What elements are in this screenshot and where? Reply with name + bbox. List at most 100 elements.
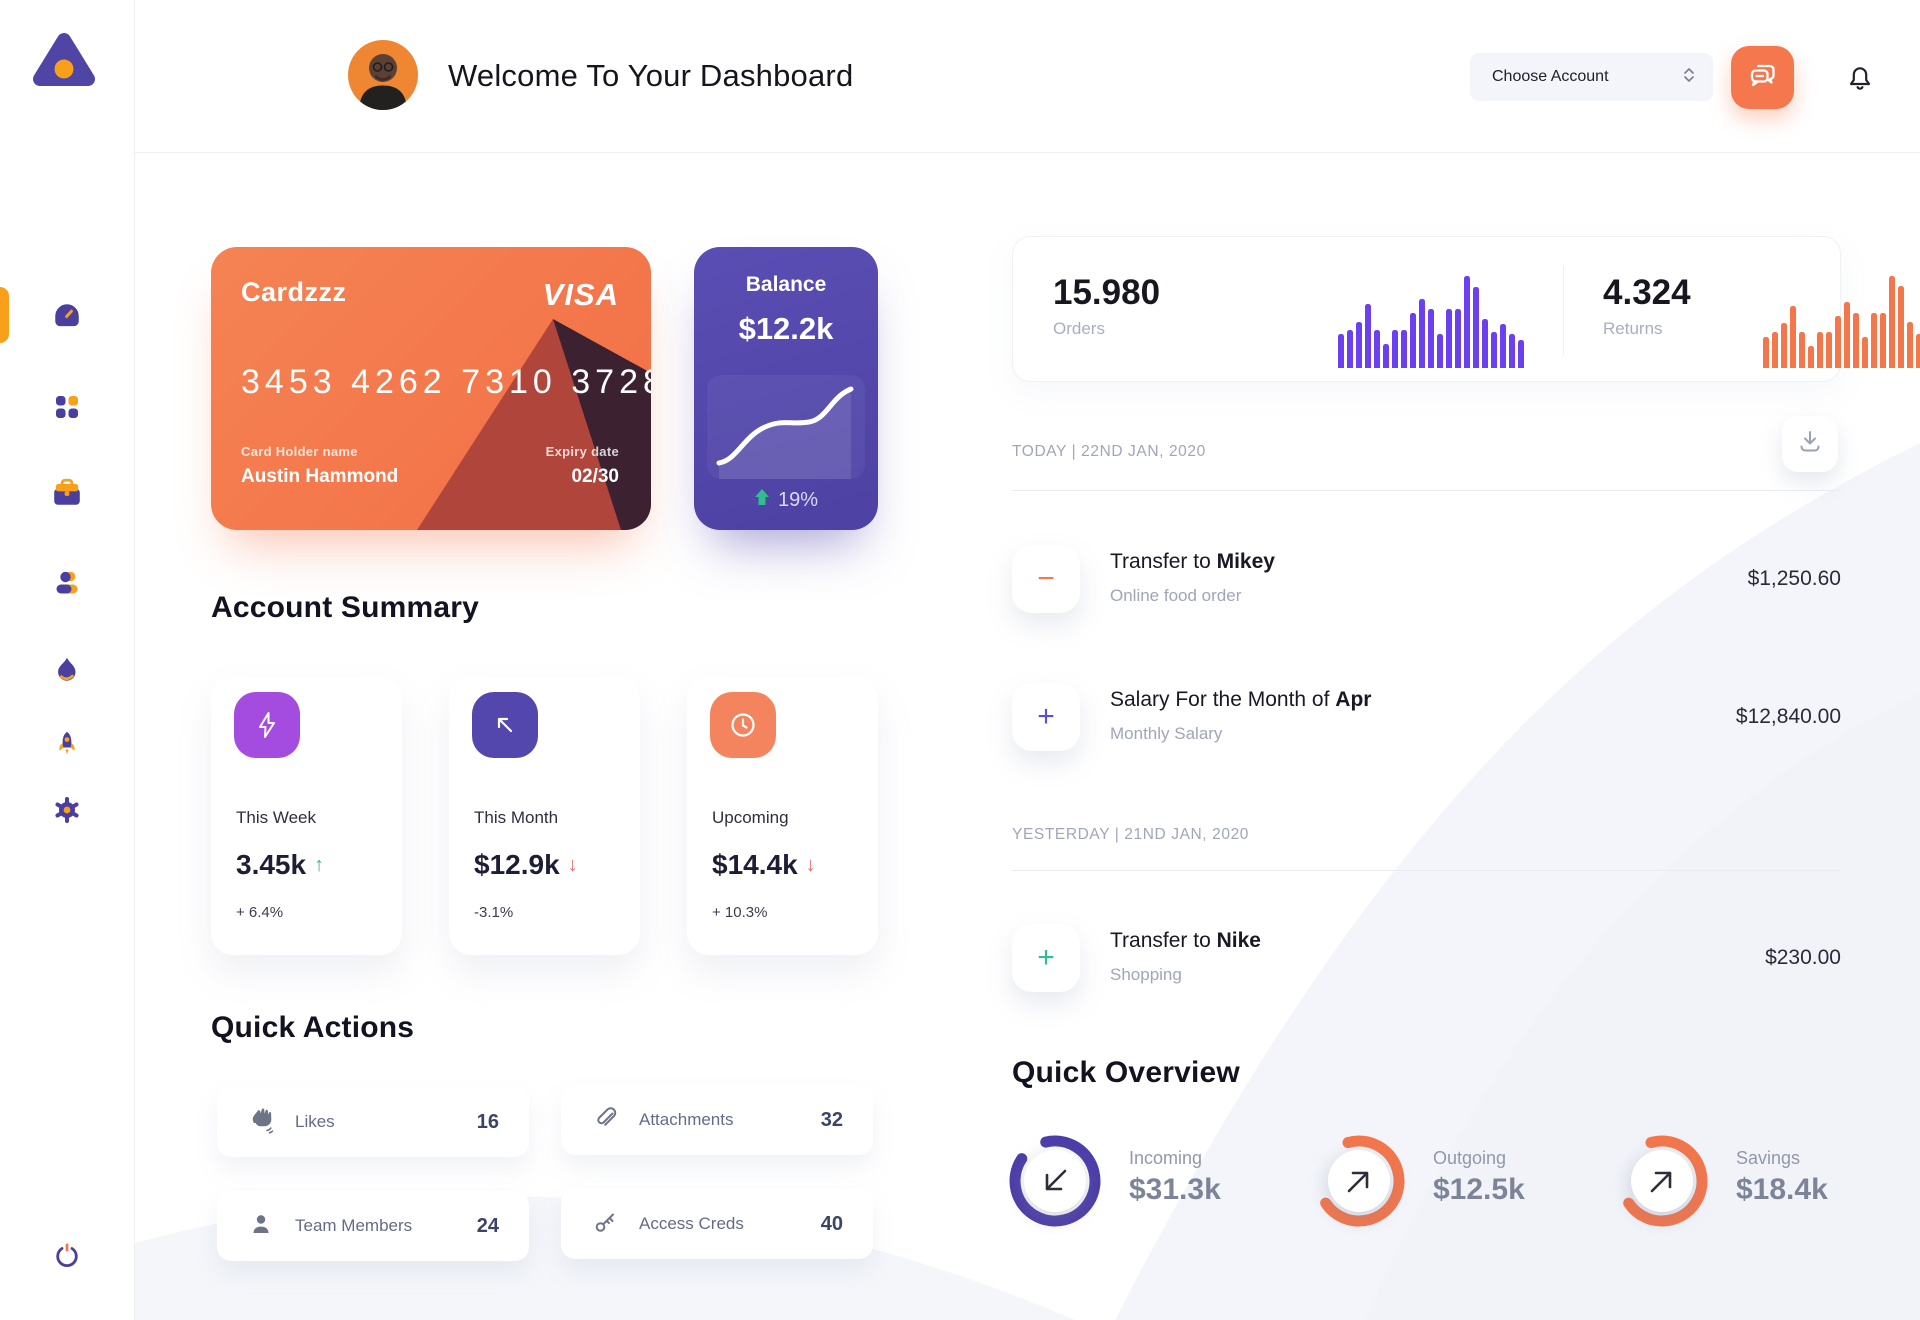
credit-card[interactable]: Cardzzz VISA 3453 4262 7310 3728 Card Ho… xyxy=(211,247,651,530)
transaction-title: Salary For the Month of Apr xyxy=(1110,688,1372,711)
quick-actions-title: Quick Actions xyxy=(211,1011,415,1044)
transaction-row[interactable]: − Transfer to Mikey Online food order $1… xyxy=(1012,545,1841,613)
active-nav-indicator xyxy=(0,287,9,343)
card-name: Cardzzz xyxy=(241,277,347,307)
summary-card-this-week: This Week 3.45k ↑ + 6.4% xyxy=(211,677,402,955)
plus-sign-icon: + xyxy=(1012,683,1080,751)
incoming-ring-chart xyxy=(1001,1127,1109,1235)
sidebar-item-launch[interactable] xyxy=(47,727,87,767)
user-avatar[interactable] xyxy=(348,40,418,110)
transaction-row[interactable]: + Transfer to Nike Shopping $230.00 xyxy=(1012,924,1841,992)
balance-change-value: 19% xyxy=(777,488,819,511)
chevron-updown-icon xyxy=(1681,66,1697,89)
app-logo xyxy=(31,28,97,94)
summary-label: This Month xyxy=(474,808,559,827)
trend-arrow: ↑ xyxy=(314,853,325,876)
quick-action-count: 40 xyxy=(820,1212,843,1235)
download-button[interactable] xyxy=(1782,416,1838,472)
plus-sign-icon: + xyxy=(1012,924,1080,992)
card-pattern xyxy=(417,319,651,530)
ring-value: $31.3k xyxy=(1129,1173,1221,1206)
sidebar-item-apps[interactable] xyxy=(47,389,87,429)
gear-icon xyxy=(52,795,82,830)
transaction-amount: $12,840.00 xyxy=(1735,705,1841,728)
orders-returns-card: 15.980 Orders 4.324 Returns xyxy=(1012,236,1920,382)
returns-bar-chart xyxy=(1763,276,1920,368)
sidebar-item-logout[interactable] xyxy=(47,1238,87,1278)
notifications-button[interactable] xyxy=(1844,62,1876,94)
orders-label: Orders xyxy=(1053,319,1105,338)
returns-label: Returns xyxy=(1603,319,1663,338)
minus-sign-icon: − xyxy=(1012,545,1080,613)
quick-action-label: Likes xyxy=(295,1112,335,1131)
transaction-amount: $230.00 xyxy=(1765,946,1841,969)
summary-change: + 10.3% xyxy=(712,904,768,921)
account-select-label: Choose Account xyxy=(1492,68,1609,85)
wave-hand-icon xyxy=(247,1106,275,1139)
quick-action-count: 16 xyxy=(476,1110,499,1133)
ring-label: Incoming xyxy=(1129,1148,1203,1168)
sidebar-item-settings[interactable] xyxy=(47,792,87,832)
divider xyxy=(1012,490,1841,491)
header: Welcome To Your Dashboard Choose Account xyxy=(135,0,1920,153)
orders-bar-chart xyxy=(1338,276,1524,368)
lightning-icon xyxy=(234,692,300,758)
sidebar-item-activity[interactable] xyxy=(47,652,87,692)
paperclip-icon xyxy=(591,1104,619,1137)
card-expiry: 02/30 xyxy=(571,466,619,487)
returns-value: 4.324 xyxy=(1603,273,1691,312)
transaction-row[interactable]: + Salary For the Month of Apr Monthly Sa… xyxy=(1012,683,1841,751)
transaction-subtitle: Shopping xyxy=(1110,965,1182,984)
summary-value: 3.45k xyxy=(236,849,307,880)
sidebar-item-work[interactable] xyxy=(47,475,87,515)
chat-button[interactable] xyxy=(1731,46,1794,109)
quick-action-label: Attachments xyxy=(639,1110,734,1129)
date-header-yesterday: YESTERDAY | 21ND JAN, 2020 xyxy=(1012,826,1250,843)
power-icon xyxy=(52,1241,82,1276)
clock-icon xyxy=(710,692,776,758)
quick-overview-title: Quick Overview xyxy=(1012,1056,1240,1089)
card-number: 3453 4262 7310 3728 xyxy=(241,363,651,401)
grid-icon xyxy=(52,392,82,427)
summary-card-this-month: This Month $12.9k ↓ -3.1% xyxy=(449,677,640,955)
quick-action-access-creds[interactable]: Access Creds 40 xyxy=(561,1189,873,1259)
transaction-subtitle: Online food order xyxy=(1110,586,1242,605)
ring-value: $12.5k xyxy=(1433,1173,1525,1206)
quick-action-count: 32 xyxy=(820,1108,843,1131)
quick-action-label: Team Members xyxy=(295,1216,413,1235)
savings-ring-chart xyxy=(1608,1127,1716,1235)
summary-value: $14.4k xyxy=(712,849,798,880)
download-icon xyxy=(1796,428,1824,461)
summary-label: This Week xyxy=(236,808,316,827)
quick-action-likes[interactable]: Likes 16 xyxy=(217,1087,529,1157)
summary-label: Upcoming xyxy=(712,808,789,827)
trend-arrow: ↓ xyxy=(805,853,816,876)
divider xyxy=(1563,265,1564,355)
sidebar-item-dashboard[interactable] xyxy=(47,298,87,338)
quick-action-label: Access Creds xyxy=(639,1214,744,1233)
quick-action-attachments[interactable]: Attachments 32 xyxy=(561,1085,873,1155)
quick-action-team-members[interactable]: Team Members 24 xyxy=(217,1191,529,1261)
outgoing-ring-chart xyxy=(1305,1127,1413,1235)
up-arrow-icon xyxy=(754,488,770,512)
gauge-icon xyxy=(51,300,83,337)
account-summary-title: Account Summary xyxy=(211,591,480,624)
trend-arrow-icon xyxy=(472,692,538,758)
summary-value: $12.9k xyxy=(474,849,560,880)
transaction-subtitle: Monthly Salary xyxy=(1110,724,1223,743)
date-header-today: TODAY | 22ND JAN, 2020 xyxy=(1012,443,1206,460)
sidebar-item-people[interactable] xyxy=(47,565,87,605)
transaction-title: Transfer to Nike xyxy=(1110,929,1261,952)
visa-logo: VISA xyxy=(542,277,619,312)
sidebar xyxy=(0,0,135,1320)
ring-label: Outgoing xyxy=(1433,1148,1507,1168)
account-select[interactable]: Choose Account xyxy=(1470,53,1713,101)
balance-value: $12.2k xyxy=(738,311,834,346)
ring-value: $18.4k xyxy=(1736,1173,1828,1206)
ring-label: Savings xyxy=(1736,1148,1801,1168)
balance-card[interactable]: Balance $12.2k 19% xyxy=(694,247,878,530)
card-holder-label: Card Holder name xyxy=(241,444,358,459)
summary-card-upcoming: Upcoming $14.4k ↓ + 10.3% xyxy=(687,677,878,955)
member-icon xyxy=(247,1210,275,1243)
summary-change: + 6.4% xyxy=(236,904,284,921)
